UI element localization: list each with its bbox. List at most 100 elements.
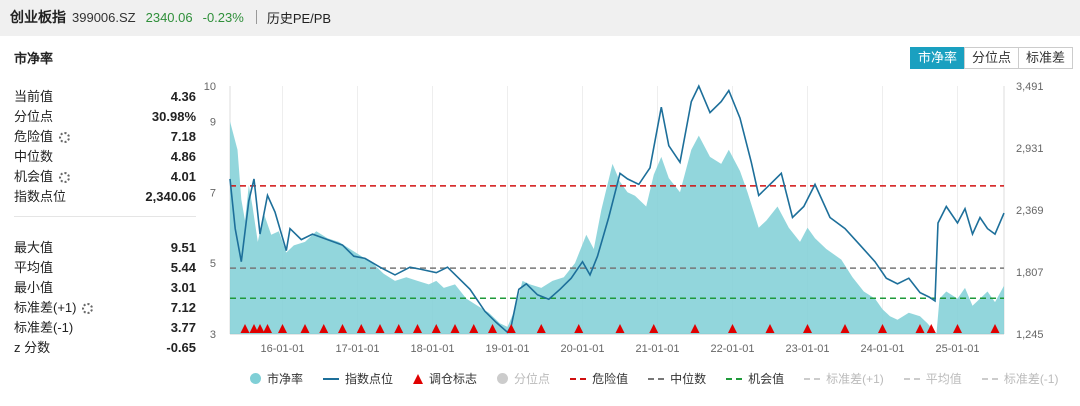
rebalance-marker [803, 324, 812, 333]
stat-label: 平均值 [14, 258, 53, 278]
legend-item[interactable]: 中位数 [648, 370, 706, 387]
legend-dash-icon [648, 377, 665, 380]
stat-label-text: 最小值 [14, 280, 54, 295]
legend-label: 危险值 [592, 372, 629, 386]
stat-label: 指数点位 [14, 187, 66, 207]
x-tick-label: 18-01-01 [410, 343, 454, 355]
stat-label: 当前值 [14, 87, 53, 107]
gear-icon[interactable] [82, 302, 94, 314]
stat-value: 2,340.06 [145, 189, 196, 204]
stat-label-text: 标准差(+1) [14, 300, 77, 315]
legend-item[interactable]: 市净率 [250, 370, 303, 387]
rebalance-marker [506, 324, 516, 333]
stat-value: 4.01 [170, 169, 196, 184]
y-left-tick-label: 10 [204, 81, 216, 93]
y-right-tick-label: 2,369 [1016, 205, 1044, 217]
stat-value: 30.98% [151, 109, 196, 124]
stat-row: 危险值 7.18 [14, 127, 196, 147]
y-right-tick-label: 1,245 [1016, 329, 1044, 341]
legend-dash-icon [903, 377, 920, 380]
stat-label-text: 危险值 [14, 129, 54, 144]
x-tick-label: 24-01-01 [860, 343, 904, 355]
y-left-tick-label: 3 [210, 329, 216, 341]
stat-label-text: 机会值 [14, 169, 54, 184]
rebalance-marker [278, 324, 287, 333]
tab-percentile[interactable]: 分位点 [963, 47, 1019, 69]
history-pe-pb-link[interactable]: 历史PE/PB [266, 10, 332, 26]
rebalance-marker [840, 324, 850, 333]
gear-icon[interactable] [59, 131, 71, 143]
stat-label: 最大值 [14, 238, 53, 258]
legend-dash-icon [981, 377, 998, 380]
stat-label-text: 标准差(-1) [14, 320, 74, 335]
stat-row: 标准差(+1) 7.12 [14, 298, 196, 318]
y-right-tick-label: 1,807 [1016, 267, 1044, 279]
legend-item[interactable]: 平均值 [903, 370, 962, 387]
rebalance-marker [728, 324, 737, 333]
legend-dot-icon [250, 373, 261, 384]
legend-label: 标准差(-1) [1003, 372, 1059, 386]
legend-item[interactable]: 分位点 [497, 370, 550, 387]
stat-row: 中位数 4.86 [14, 147, 196, 167]
index-name: 创业板指 [10, 9, 66, 25]
legend-label: 指数点位 [345, 372, 394, 386]
stat-label: 机会值 [14, 167, 71, 187]
series-index-line [229, 84, 1005, 334]
header-bar: 创业板指 399006.SZ 2340.06 -0.23% 历史PE/PB [0, 0, 1080, 34]
legend-label: 机会值 [748, 372, 785, 386]
stat-row: 分位点 30.98% [14, 107, 196, 127]
panel-title: 市净率 [14, 51, 54, 66]
rebalance-marker [356, 324, 366, 333]
stat-row: 标准差(-1) 3.77 [14, 318, 196, 338]
y-left-tick-label: 7 [210, 187, 216, 199]
stat-label: 标准差(+1) [14, 298, 94, 318]
rebalance-marker [488, 324, 497, 333]
rebalance-marker [394, 324, 404, 333]
stat-label: 标准差(-1) [14, 318, 73, 338]
stat-row: 当前值 4.36 [14, 87, 196, 107]
x-tick-label: 25-01-01 [935, 343, 979, 355]
legend-item[interactable]: 机会值 [726, 370, 784, 387]
stat-value: 9.51 [170, 240, 196, 255]
legend-label: 标准差(+1) [826, 372, 884, 386]
rebalance-marker [765, 324, 775, 333]
legend-item[interactable]: 危险值 [570, 370, 628, 387]
stat-label-text: 最大值 [14, 240, 54, 255]
stat-label: 最小值 [14, 278, 53, 298]
stat-label-text: 中位数 [14, 149, 54, 164]
stat-row: 机会值 4.01 [14, 167, 196, 187]
stat-row: 指数点位 2,340.06 [14, 187, 196, 207]
stat-value: 3.01 [170, 280, 196, 295]
y-left-tick-label: 5 [210, 258, 216, 270]
stat-label-text: 分位点 [14, 109, 54, 124]
legend-item[interactable]: 指数点位 [323, 370, 393, 387]
rebalance-marker [249, 324, 259, 333]
stat-label-text: 指数点位 [14, 189, 67, 204]
stat-value: 3.77 [170, 320, 196, 335]
y-left-tick-label: 9 [210, 116, 216, 128]
legend-dot-icon [497, 373, 509, 384]
tab-pb[interactable]: 市净率 [909, 47, 965, 69]
rebalance-marker [431, 324, 441, 333]
legend-item[interactable]: 调仓标志 [413, 370, 477, 387]
rebalance-marker [536, 324, 546, 333]
legend-item[interactable]: 标准差(+1) [804, 370, 884, 387]
stat-label-text: z 分数 [14, 340, 51, 355]
rebalance-marker [878, 324, 887, 333]
rebalance-marker [263, 324, 272, 333]
tab-stddev[interactable]: 标准差 [1017, 47, 1073, 69]
legend-triangle-icon [413, 373, 424, 384]
gear-icon[interactable] [59, 171, 71, 183]
stat-label: 危险值 [14, 127, 71, 147]
rebalance-marker [338, 324, 347, 333]
x-tick-label: 19-01-01 [485, 343, 529, 355]
chart-legend: 市净率 指数点位 调仓标志 分位点 危险值 中位数 机会值 标准差(+1) 平均值 标准差(-1) [250, 370, 1078, 387]
index-price: 2340.06 [145, 9, 193, 25]
stat-row: 最大值 9.51 [14, 238, 196, 258]
series-pb-area [230, 121, 1004, 335]
legend-item[interactable]: 标准差(-1) [981, 370, 1059, 387]
rebalance-marker [574, 324, 584, 333]
pb-chart: 3 5 7 9 10 1,245 1,807 2,369 2,931 3,491 16-01-01 1… [204, 81, 1044, 355]
rebalance-marker [926, 324, 936, 333]
rebalance-marker [413, 324, 422, 333]
